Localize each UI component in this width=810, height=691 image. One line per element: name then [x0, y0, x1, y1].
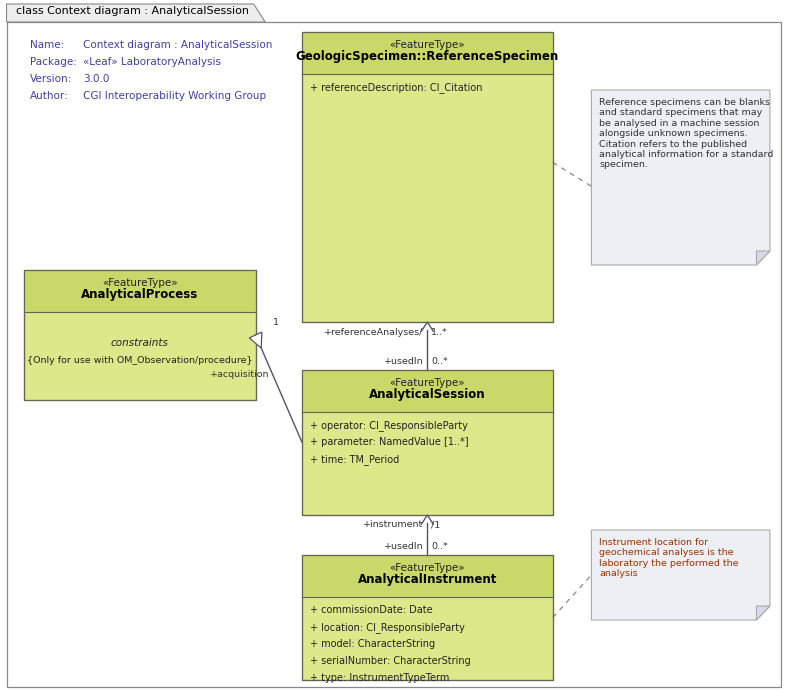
Polygon shape [591, 530, 770, 620]
Text: Reference specimens can be blanks
and standard specimens that may
be analysed in: Reference specimens can be blanks and st… [599, 98, 774, 169]
Text: +usedIn: +usedIn [384, 542, 424, 551]
Text: 1..*: 1..* [431, 328, 448, 337]
Text: 0..*: 0..* [431, 542, 448, 551]
Text: + type: InstrumentTypeTerm: + type: InstrumentTypeTerm [309, 673, 449, 683]
Text: «FeatureType»: «FeatureType» [390, 40, 465, 50]
Text: GeologicSpecimen::ReferenceSpecimen: GeologicSpecimen::ReferenceSpecimen [296, 50, 559, 63]
Polygon shape [6, 4, 265, 22]
Text: + location: CI_ResponsibleParty: + location: CI_ResponsibleParty [309, 622, 464, 633]
Text: «Leaf» LaboratoryAnalysis: «Leaf» LaboratoryAnalysis [83, 57, 221, 67]
Text: Context diagram : AnalyticalSession: Context diagram : AnalyticalSession [83, 40, 272, 50]
Bar [302, 370, 552, 412]
Text: «FeatureType»: «FeatureType» [390, 378, 465, 388]
Text: + referenceDescription: CI_Citation: + referenceDescription: CI_Citation [309, 82, 482, 93]
Text: +referenceAnalyses/: +referenceAnalyses/ [324, 328, 424, 337]
Bar [302, 32, 552, 322]
Text: + serialNumber: CharacterString: + serialNumber: CharacterString [309, 656, 471, 666]
Text: AnalyticalSession: AnalyticalSession [369, 388, 486, 401]
Bar [302, 555, 552, 680]
Text: + parameter: NamedValue [1..*]: + parameter: NamedValue [1..*] [309, 437, 468, 447]
Text: 0..*: 0..* [431, 357, 448, 366]
Text: Instrument location for
geochemical analyses is the
laboratory the performed the: Instrument location for geochemical anal… [599, 538, 739, 578]
Text: + time: TM_Period: + time: TM_Period [309, 454, 399, 465]
Text: 3.0.0: 3.0.0 [83, 74, 109, 84]
Text: + commissionDate: Date: + commissionDate: Date [309, 605, 433, 615]
Text: + operator: CI_ResponsibleParty: + operator: CI_ResponsibleParty [309, 420, 467, 431]
Text: {Only for use with OM_Observation/procedure}: {Only for use with OM_Observation/proced… [27, 357, 253, 366]
Bar [302, 32, 552, 322]
Polygon shape [591, 90, 770, 265]
Text: +instrument: +instrument [363, 520, 424, 529]
Bar [24, 270, 255, 312]
Text: /1: /1 [431, 520, 441, 529]
Bar [302, 370, 552, 515]
Text: constraints: constraints [111, 338, 168, 348]
Text: Version:: Version: [30, 74, 72, 84]
Text: CGI Interoperability Working Group: CGI Interoperability Working Group [83, 91, 266, 101]
Text: class Context diagram : AnalyticalSession: class Context diagram : AnalyticalSessio… [16, 6, 249, 16]
Text: 1: 1 [273, 318, 279, 327]
Text: Name:: Name: [30, 40, 64, 50]
Text: +usedIn: +usedIn [384, 357, 424, 366]
Bar [24, 270, 255, 400]
Bar [302, 555, 552, 597]
Text: «FeatureType»: «FeatureType» [390, 563, 465, 573]
Bar [302, 32, 552, 74]
Text: AnalyticalInstrument: AnalyticalInstrument [358, 573, 497, 586]
Polygon shape [757, 251, 770, 265]
Text: AnalyticalProcess: AnalyticalProcess [81, 288, 198, 301]
Text: +acquisition: +acquisition [211, 370, 270, 379]
Bar [302, 370, 552, 515]
Text: + model: CharacterString: + model: CharacterString [309, 639, 435, 649]
Bar [24, 270, 255, 400]
Text: Author:: Author: [30, 91, 69, 101]
Polygon shape [249, 332, 262, 348]
Text: «FeatureType»: «FeatureType» [102, 278, 177, 288]
Text: Package:: Package: [30, 57, 77, 67]
Polygon shape [757, 606, 770, 620]
Bar [302, 555, 552, 680]
